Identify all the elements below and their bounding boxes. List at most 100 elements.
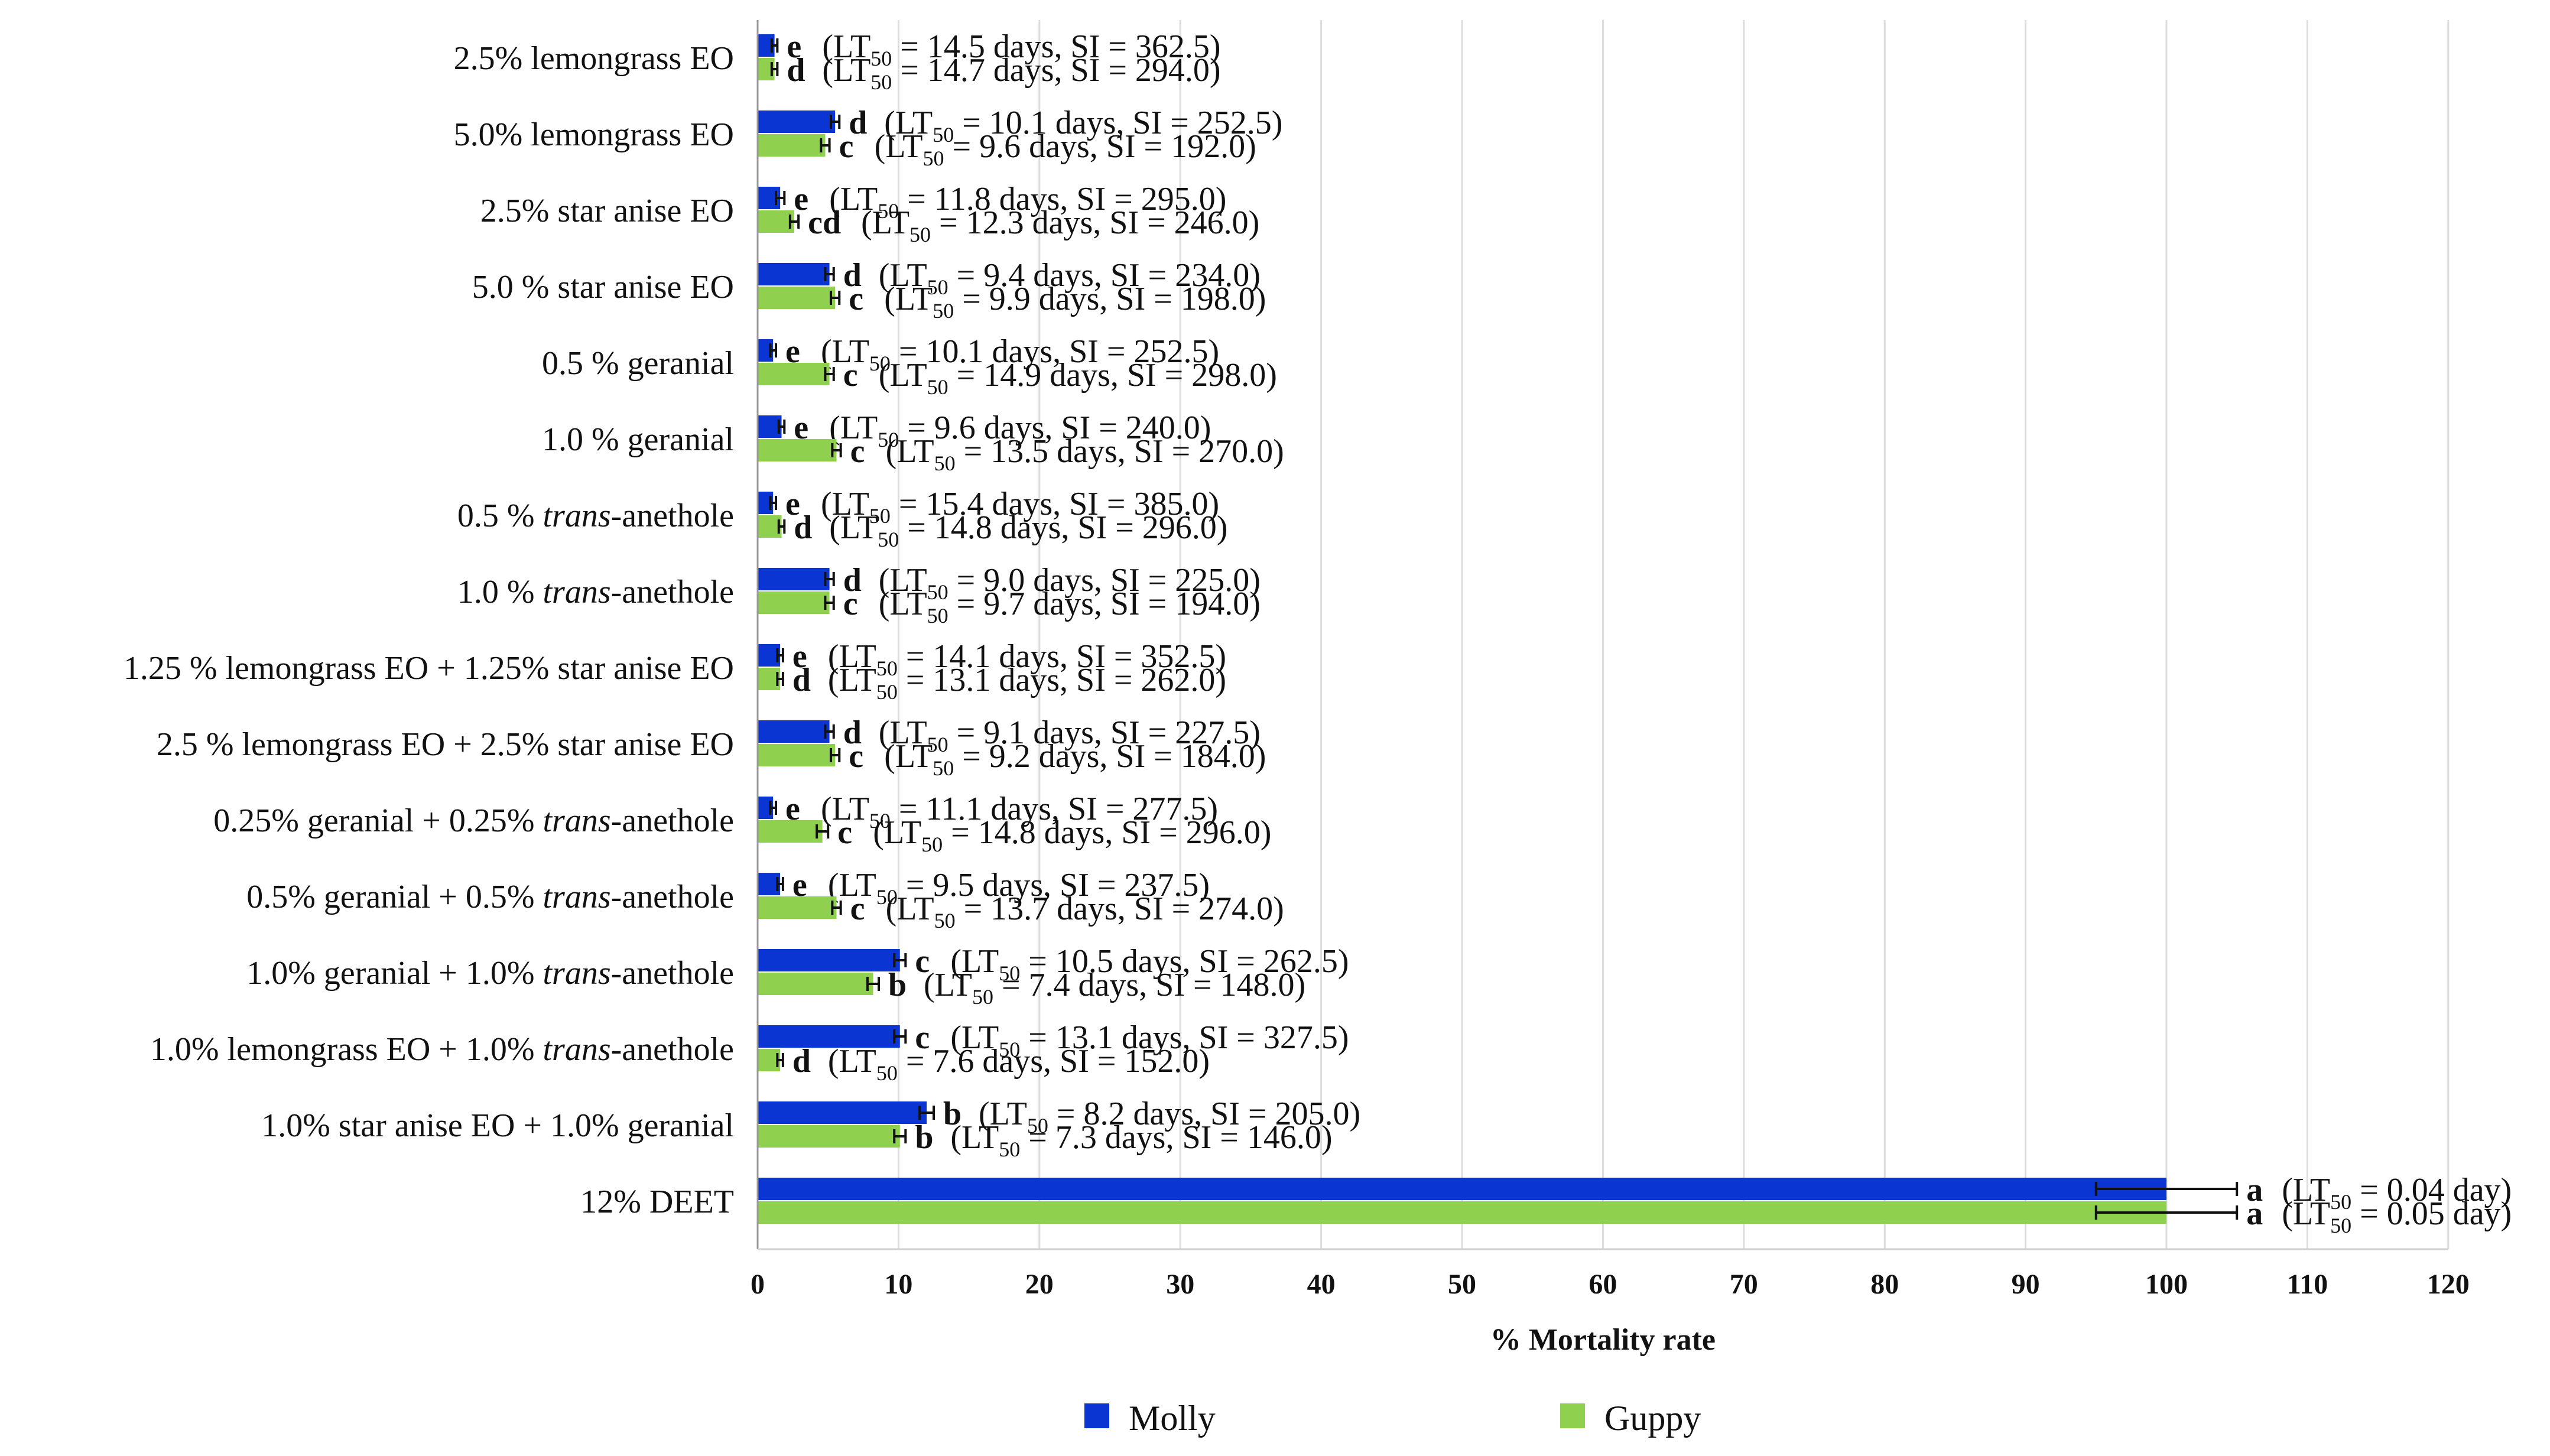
significance-letter: d <box>843 562 862 599</box>
error-bar <box>824 596 835 610</box>
bar-molly <box>758 1101 927 1124</box>
lt50-annotation: (LT50 = 13.5 days, SI = 270.0) <box>886 433 1284 475</box>
lt50-annotation: (LT50 = 14.7 days, SI = 294.0) <box>822 52 1220 94</box>
bar-guppy <box>758 820 823 843</box>
significance-letter: b <box>888 967 907 1003</box>
lt50-annotation: (LT50 = 7.6 days, SI = 152.0) <box>828 1043 1210 1085</box>
significance-letter: d <box>792 1043 811 1080</box>
significance-letter: b <box>915 1119 933 1156</box>
significance-letter: e <box>794 181 808 217</box>
significance-letter: e <box>792 638 807 675</box>
significance-letter: d <box>843 257 862 294</box>
lt50-annotation: (LT50 = 8.2 days, SI = 205.0) <box>979 1096 1360 1138</box>
error-bar <box>816 824 830 838</box>
significance-letter: c <box>849 738 863 775</box>
lt50-annotation: (LT50 = 12.3 days, SI = 246.0) <box>861 204 1259 246</box>
error-bar <box>866 977 881 991</box>
significance-letter: c <box>837 814 852 851</box>
error-bar <box>788 214 800 229</box>
lt50-annotation: (LT50 = 13.1 days, SI = 327.5) <box>950 1019 1349 1061</box>
category-label: 12% DEET <box>580 1184 734 1220</box>
category-label: 1.0 % trans-anethole <box>457 574 734 610</box>
lt50-annotation: (LT50 = 7.4 days, SI = 148.0) <box>924 967 1305 1009</box>
bar-guppy <box>758 134 826 157</box>
category-label: 5.0% lemongrass EO <box>454 116 734 153</box>
category-label: 1.0 % geranial <box>542 421 734 458</box>
significance-letter: a <box>2246 1195 2263 1232</box>
significance-letter: d <box>849 105 867 141</box>
lt50-annotation: (LT50 = 9.7 days, SI = 194.0) <box>879 586 1261 628</box>
lt50-annotation: (LT50 = 14.9 days, SI = 298.0) <box>879 357 1277 399</box>
bar-molly <box>758 1178 2166 1200</box>
bar-guppy <box>758 439 837 462</box>
bar-guppy <box>758 363 830 385</box>
category-label: 0.5% geranial + 0.5% trans-anethole <box>246 879 734 915</box>
bar-molly <box>758 263 830 285</box>
lt50-annotation: (LT50 = 13.1 days, SI = 262.0) <box>828 662 1226 704</box>
category-label: 0.5 % geranial <box>542 345 734 382</box>
significance-letter: c <box>915 1019 930 1056</box>
x-tick-label: 0 <box>751 1269 765 1300</box>
error-bar <box>777 519 786 534</box>
bar-guppy <box>758 973 873 995</box>
significance-letter: c <box>839 128 854 165</box>
error-bar <box>770 62 779 76</box>
lt50-annotation: (LT50 = 0.04 day) <box>2282 1172 2512 1214</box>
error-bar <box>776 1053 784 1067</box>
gridlines <box>897 20 2450 1249</box>
significance-letter: d <box>843 714 862 751</box>
legend-swatch <box>1084 1403 1109 1428</box>
lt50-annotation: (LT50 = 7.3 days, SI = 146.0) <box>950 1119 1332 1161</box>
error-bar <box>777 420 786 434</box>
error-bar <box>824 572 835 586</box>
category-label: 1.0% lemongrass EO + 1.0% trans-anethole <box>150 1031 734 1068</box>
x-tick-label: 90 <box>2012 1269 2040 1300</box>
category-labels: 2.5% lemongrass EO 5.0% lemongrass EO 2.5%… <box>124 40 734 1220</box>
error-bar <box>831 901 842 915</box>
bar-molly <box>758 949 900 971</box>
x-tick-label: 10 <box>884 1269 912 1300</box>
lt50-annotation: (LT50 = 14.5 days, SI = 362.5) <box>822 28 1220 70</box>
lt50-annotation: (LT50 = 10.1 days, SI = 252.5) <box>821 333 1219 375</box>
lt50-annotation: (LT50 = 14.8 days, SI = 296.0) <box>873 814 1271 856</box>
category-label: 1.25 % lemongrass EO + 1.25% star anise … <box>124 650 734 687</box>
bar-molly <box>758 110 836 133</box>
x-tick-label: 80 <box>1870 1269 1899 1300</box>
bar-molly <box>758 568 830 590</box>
bar-guppy <box>758 210 794 233</box>
legend-swatch <box>1560 1403 1585 1428</box>
error-bar <box>769 343 777 358</box>
error-bar <box>824 367 835 381</box>
error-bar <box>893 953 907 967</box>
significance-letter: d <box>787 52 805 89</box>
bar-guppy <box>758 592 830 614</box>
significance-letter: d <box>794 509 812 546</box>
x-tick-label: 30 <box>1166 1269 1194 1300</box>
significance-letter: d <box>792 662 811 698</box>
category-label: 1.0% geranial + 1.0% trans-anethole <box>246 955 734 992</box>
category-label: 2.5 % lemongrass EO + 2.5% star anise EO <box>157 726 734 763</box>
lt50-annotation: (LT50 = 9.0 days, SI = 225.0) <box>879 562 1261 604</box>
error-bar <box>829 291 841 305</box>
error-bar <box>776 648 784 662</box>
lt50-annotation: (LT50 = 11.1 days, SI = 277.5) <box>821 791 1218 833</box>
significance-letter: e <box>787 28 801 65</box>
error-bar <box>2094 1205 2239 1220</box>
significance-letter: cd <box>808 204 841 241</box>
x-tick-label: 50 <box>1448 1269 1476 1300</box>
error-bar <box>829 115 841 129</box>
lt50-annotation: (LT50 = 10.5 days, SI = 262.5) <box>950 943 1349 985</box>
significance-letter: b <box>943 1096 961 1132</box>
error-bar <box>831 443 842 457</box>
category-label: 2.5% lemongrass EO <box>454 40 734 77</box>
category-label: 2.5% star anise EO <box>480 193 734 229</box>
lt50-annotation: (LT50 = 14.8 days, SI = 296.0) <box>829 509 1227 551</box>
x-axis-title: % Mortality rate <box>1490 1323 1716 1357</box>
x-tick-label: 40 <box>1307 1269 1336 1300</box>
error-bar <box>893 1029 907 1044</box>
legend-item-guppy: Guppy <box>1560 1399 1701 1438</box>
bar-series: e (LT50 = 14.5 days, SI = 362.5) d (LT50 = … <box>758 28 2512 1237</box>
error-bar <box>829 748 841 762</box>
significance-letter: c <box>843 357 858 394</box>
significance-letter: a <box>2246 1172 2263 1208</box>
